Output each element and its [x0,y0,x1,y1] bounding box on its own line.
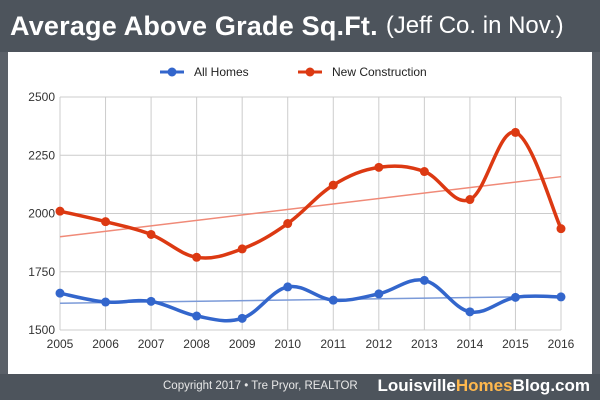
new-construction-point [192,252,202,262]
y-tick-label: 2250 [28,148,55,162]
all-homes-point [192,311,202,321]
all-homes-point [55,288,65,298]
all-homes-point [465,307,475,317]
x-tick-label: 2013 [411,337,438,351]
y-tick-label: 1750 [28,265,55,279]
new-construction-point [510,127,520,137]
blog-link[interactable]: LouisvilleHomesBlog.com [377,376,590,396]
new-construction-trendline [59,175,562,238]
all-homes-point [556,292,566,302]
x-tick-label: 2007 [138,337,165,351]
x-tick-label: 2009 [229,337,256,351]
all-homes-point [419,275,429,285]
blog-part-blog: Blog.com [512,376,590,395]
new-construction-point [55,206,65,216]
legend-label-all-homes: All Homes [194,65,249,79]
new-construction-point [283,219,293,229]
copyright-text: Copyright 2017 • Tre Pryor, REALTOR [163,380,358,392]
title-sub: (Jeff Co. in Nov.) [385,12,564,39]
all-homes-point [101,297,111,307]
legend-marker-new-construction [305,67,315,77]
line-chart: 1500 1750 2000 2250 2500 2005 2006 2007 2008 2009… [28,65,575,351]
y-tick-label: 2500 [28,90,55,104]
new-construction-point [556,224,566,234]
title-main: Average Above Grade Sq.Ft. [10,10,378,41]
all-homes-point [283,282,293,292]
x-tick-label: 2010 [274,337,301,351]
y-tick-label: 1500 [28,323,55,337]
new-construction-point [465,195,475,205]
blog-part-louisville: Louisville [377,376,456,395]
footer: Copyright 2017 • Tre Pryor, REALTOR Loui… [0,374,600,400]
all-homes-point [374,289,384,299]
new-construction-point [237,244,247,254]
x-tick-label: 2011 [320,337,346,351]
legend-label-new-construction: New Construction [332,65,427,79]
x-tick-label: 2006 [92,337,119,351]
chart-title: Average Above Grade Sq.Ft. (Jeff Co. in … [0,0,600,52]
blog-part-homes: Homes [455,376,513,395]
x-tick-label: 2014 [457,337,484,351]
x-tick-label: 2016 [548,337,575,351]
legend-marker-all-homes [167,67,177,77]
new-construction-line [59,130,563,260]
new-construction-point [146,229,156,239]
new-construction-point [419,167,429,177]
y-tick-label: 2000 [28,207,55,221]
chart-card: 1500 1750 2000 2250 2500 2005 2006 2007 2008 2009… [8,52,592,374]
new-construction-point [328,180,338,190]
x-tick-label: 2008 [183,337,210,351]
new-construction-point [101,217,111,227]
x-tick-label: 2015 [502,337,529,351]
all-homes-point [237,313,247,323]
x-tick-label: 2012 [365,337,392,351]
all-homes-point [328,295,338,305]
all-homes-point [146,296,156,306]
x-tick-label: 2005 [47,337,74,351]
all-homes-point [510,292,520,302]
new-construction-point [374,162,384,172]
